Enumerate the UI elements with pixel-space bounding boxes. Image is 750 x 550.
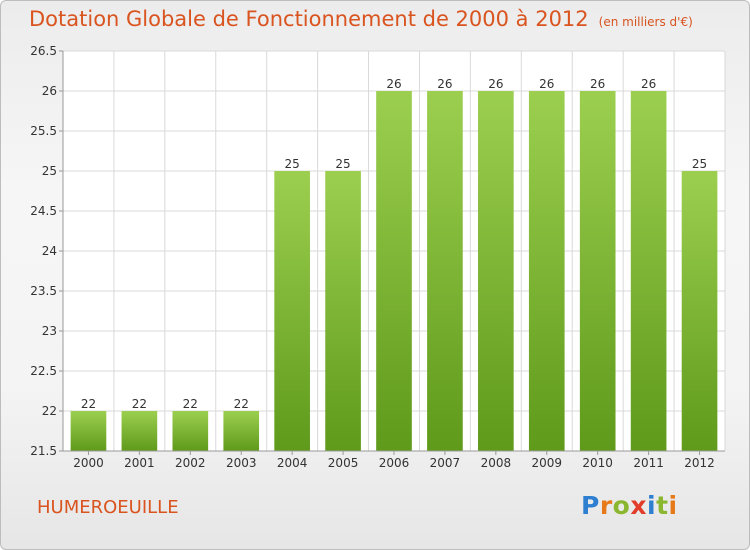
bar-value-label: 22 bbox=[234, 397, 249, 411]
bars-group bbox=[70, 91, 718, 451]
x-tick-label: 2004 bbox=[277, 456, 308, 470]
y-tick-label: 24.5 bbox=[30, 204, 57, 218]
axes: 21.5 22 22.5 23 23.5 24 24.5 25 25.5 26 26.5 2000 20… bbox=[30, 44, 725, 470]
x-tick-label: 2008 bbox=[481, 456, 512, 470]
chart-title-text: Dotation Globale de Fonctionnement de 20… bbox=[29, 7, 589, 31]
bar bbox=[121, 411, 158, 451]
bar-value-label: 25 bbox=[692, 157, 707, 171]
y-tick-label: 25 bbox=[42, 164, 57, 178]
chart-title: Dotation Globale de Fonctionnement de 20… bbox=[29, 7, 693, 31]
bar bbox=[427, 91, 463, 451]
bar-value-label: 26 bbox=[641, 77, 656, 91]
y-tick-label: 22 bbox=[42, 404, 57, 418]
bar-value-label: 26 bbox=[539, 77, 554, 91]
bar-value-label: 25 bbox=[335, 157, 350, 171]
y-tick-label: 25.5 bbox=[30, 124, 57, 138]
bar bbox=[681, 171, 718, 451]
x-tick-label: 2003 bbox=[226, 456, 257, 470]
x-tick-label: 2005 bbox=[328, 456, 359, 470]
y-tick-label: 26.5 bbox=[30, 44, 57, 58]
x-tick-label: 2000 bbox=[73, 456, 104, 470]
x-tick-label: 2011 bbox=[633, 456, 664, 470]
bar bbox=[376, 91, 412, 451]
bar bbox=[274, 171, 310, 451]
bar bbox=[478, 91, 514, 451]
bar bbox=[579, 91, 616, 451]
bar-value-label: 22 bbox=[132, 397, 147, 411]
x-tick-label: 2001 bbox=[124, 456, 155, 470]
y-tick-label: 21.5 bbox=[30, 444, 57, 458]
bar bbox=[172, 411, 209, 451]
y-tick-label: 23 bbox=[42, 324, 57, 338]
y-tick-label: 26 bbox=[42, 84, 57, 98]
x-tick-label: 2006 bbox=[379, 456, 410, 470]
data-labels: 22 22 22 22 25 25 26 26 26 26 26 26 25 bbox=[81, 77, 707, 411]
x-tick-label: 2010 bbox=[582, 456, 613, 470]
x-tick-label: 2007 bbox=[430, 456, 461, 470]
commune-name: HUMEROEUILLE bbox=[37, 497, 179, 518]
bar bbox=[325, 171, 361, 451]
bar-value-label: 26 bbox=[437, 77, 452, 91]
y-tick-label: 23.5 bbox=[30, 284, 57, 298]
bar bbox=[223, 411, 260, 451]
proxiti-logo: Proxiti bbox=[581, 491, 678, 520]
logo-letter: t bbox=[656, 491, 669, 520]
logo-letter: i bbox=[668, 491, 678, 520]
x-tick-label: 2002 bbox=[175, 456, 206, 470]
x-tick-label: 2009 bbox=[531, 456, 562, 470]
bar-value-label: 26 bbox=[488, 77, 503, 91]
logo-letter: o bbox=[612, 491, 631, 520]
bar-value-label: 26 bbox=[386, 77, 401, 91]
y-tick-label: 24 bbox=[42, 244, 57, 258]
logo-letter: r bbox=[599, 491, 613, 520]
bar bbox=[630, 91, 667, 451]
logo-letter: x bbox=[630, 491, 647, 520]
x-tick-label: 2012 bbox=[684, 456, 715, 470]
bar bbox=[528, 91, 565, 451]
logo-letter: i bbox=[647, 491, 657, 520]
logo-letter: P bbox=[581, 491, 600, 520]
chart-subtitle: (en milliers d'€) bbox=[598, 15, 693, 29]
bar-value-label: 25 bbox=[285, 157, 300, 171]
bar bbox=[70, 411, 107, 451]
bar-value-label: 22 bbox=[183, 397, 198, 411]
bar-value-label: 26 bbox=[590, 77, 605, 91]
bar-value-label: 22 bbox=[81, 397, 96, 411]
y-tick-label: 22.5 bbox=[30, 364, 57, 378]
